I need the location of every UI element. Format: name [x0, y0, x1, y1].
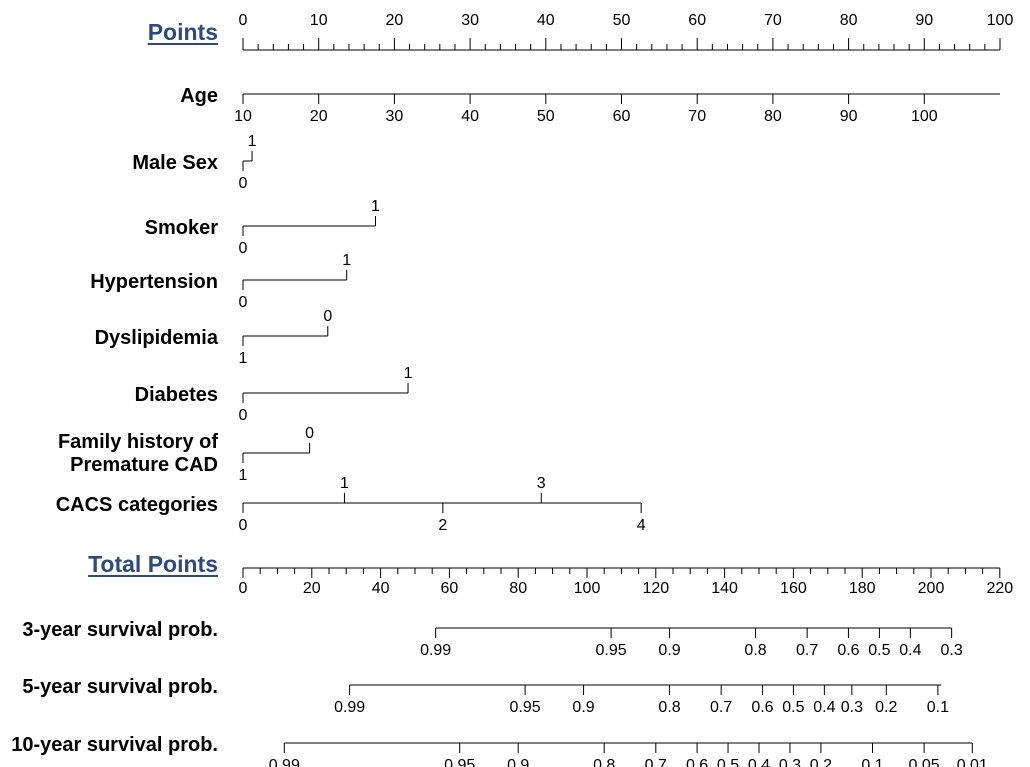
surv-c-tick-label: 0.6	[686, 757, 708, 767]
surv-b-tick-label: 0.7	[710, 699, 732, 716]
points-tick-label: 50	[613, 12, 631, 29]
dyslipidemia-label: Dyslipidemia	[95, 327, 219, 349]
age-tick-label: 50	[537, 108, 555, 125]
age-label: Age	[180, 85, 218, 107]
points-tick-label: 90	[915, 12, 933, 29]
surv-b-label: 5-year survival prob.	[22, 676, 218, 698]
total-points-tick-label: 160	[780, 580, 807, 597]
total-points-tick-label: 60	[441, 580, 459, 597]
surv-b-tick-label: 0.5	[782, 699, 804, 716]
total-points-tick-label: 220	[986, 580, 1013, 597]
surv-b-tick-label: 0.9	[572, 699, 594, 716]
total-points-tick-label: 0	[239, 580, 248, 597]
age-tick-label: 70	[688, 108, 706, 125]
surv-c-label: 10-year survival prob.	[11, 734, 218, 756]
surv-a-label: 3-year survival prob.	[22, 619, 218, 641]
male-sex-tick-label: 0	[239, 175, 248, 192]
surv-c-tick-label: 0.7	[645, 757, 667, 767]
diabetes-tick-label: 1	[404, 365, 413, 382]
points-tick-label: 60	[688, 12, 706, 29]
surv-c-tick-label: 0.05	[909, 757, 940, 767]
total-points-tick-label: 200	[918, 580, 945, 597]
age-tick-label: 80	[764, 108, 782, 125]
surv-c-tick-label: 0.9	[507, 757, 529, 767]
cacs-tick-label: 3	[537, 475, 546, 492]
family-history-label-line2: Premature CAD	[70, 454, 218, 476]
surv-c-tick-label: 0.01	[957, 757, 988, 767]
diabetes-tick-label: 0	[239, 407, 248, 424]
surv-a-tick-label: 0.5	[868, 642, 890, 659]
dyslipidemia-tick-label: 1	[239, 350, 248, 367]
age-tick-label: 30	[386, 108, 404, 125]
age-tick-label: 100	[911, 108, 938, 125]
hypertension-label: Hypertension	[90, 271, 218, 293]
points-label: Points	[148, 19, 218, 45]
cacs-tick-label: 0	[239, 517, 248, 534]
cacs-label: CACS categories	[56, 494, 218, 516]
family-history-tick-label: 0	[305, 425, 314, 442]
points-tick-label: 80	[840, 12, 858, 29]
cacs-tick-label: 2	[438, 517, 447, 534]
total-points-tick-label: 40	[372, 580, 390, 597]
smoker-tick-label: 0	[239, 240, 248, 257]
points-tick-label: 100	[987, 12, 1014, 29]
total-points-tick-label: 100	[574, 580, 601, 597]
surv-b-tick-label: 0.4	[813, 699, 835, 716]
surv-c-tick-label: 0.5	[717, 757, 739, 767]
surv-b-tick-label: 0.95	[510, 699, 541, 716]
age-tick-label: 90	[840, 108, 858, 125]
points-tick-label: 70	[764, 12, 782, 29]
surv-a-tick-label: 0.99	[420, 642, 451, 659]
cacs-tick-label: 4	[637, 517, 646, 534]
age-tick-label: 10	[234, 108, 252, 125]
smoker-tick-label: 1	[371, 198, 380, 215]
surv-c-tick-label: 0.95	[444, 757, 475, 767]
surv-b-tick-label: 0.1	[927, 699, 949, 716]
surv-b-tick-label: 0.99	[334, 699, 365, 716]
surv-c-tick-label: 0.4	[748, 757, 770, 767]
total-points-tick-label: 140	[711, 580, 738, 597]
smoker-label: Smoker	[145, 217, 219, 239]
surv-a-tick-label: 0.3	[941, 642, 963, 659]
age-tick-label: 60	[613, 108, 631, 125]
male-sex-tick-label: 1	[248, 133, 257, 150]
total-points-tick-label: 20	[303, 580, 321, 597]
surv-a-tick-label: 0.9	[658, 642, 680, 659]
total-points-tick-label: 80	[509, 580, 527, 597]
surv-b-tick-label: 0.8	[658, 699, 680, 716]
family-history-tick-label: 1	[239, 467, 248, 484]
hypertension-tick-label: 1	[342, 252, 351, 269]
diabetes-label: Diabetes	[135, 384, 218, 406]
dyslipidemia-tick-label: 0	[323, 308, 332, 325]
points-tick-label: 20	[386, 12, 404, 29]
total-points-label: Total Points	[88, 551, 218, 577]
surv-a-tick-label: 0.4	[899, 642, 921, 659]
surv-b-tick-label: 0.3	[841, 699, 863, 716]
age-tick-label: 20	[310, 108, 328, 125]
points-tick-label: 10	[310, 12, 328, 29]
surv-c-tick-label: 0.1	[861, 757, 883, 767]
surv-b-tick-label: 0.2	[875, 699, 897, 716]
age-tick-label: 40	[461, 108, 479, 125]
surv-c-tick-label: 0.2	[810, 757, 832, 767]
surv-c-tick-label: 0.99	[269, 757, 300, 767]
points-tick-label: 0	[239, 12, 248, 29]
points-tick-label: 30	[461, 12, 479, 29]
surv-a-tick-label: 0.6	[837, 642, 859, 659]
points-tick-label: 40	[537, 12, 555, 29]
surv-c-tick-label: 0.3	[779, 757, 801, 767]
hypertension-tick-label: 0	[239, 294, 248, 311]
surv-a-tick-label: 0.7	[796, 642, 818, 659]
surv-b-tick-label: 0.6	[751, 699, 773, 716]
cacs-tick-label: 1	[340, 475, 349, 492]
family-history-label: Family history of	[58, 431, 218, 453]
surv-c-tick-label: 0.8	[593, 757, 615, 767]
male-sex-label: Male Sex	[132, 152, 218, 174]
total-points-tick-label: 120	[642, 580, 669, 597]
total-points-tick-label: 180	[849, 580, 876, 597]
surv-a-tick-label: 0.95	[596, 642, 627, 659]
surv-a-tick-label: 0.8	[744, 642, 766, 659]
